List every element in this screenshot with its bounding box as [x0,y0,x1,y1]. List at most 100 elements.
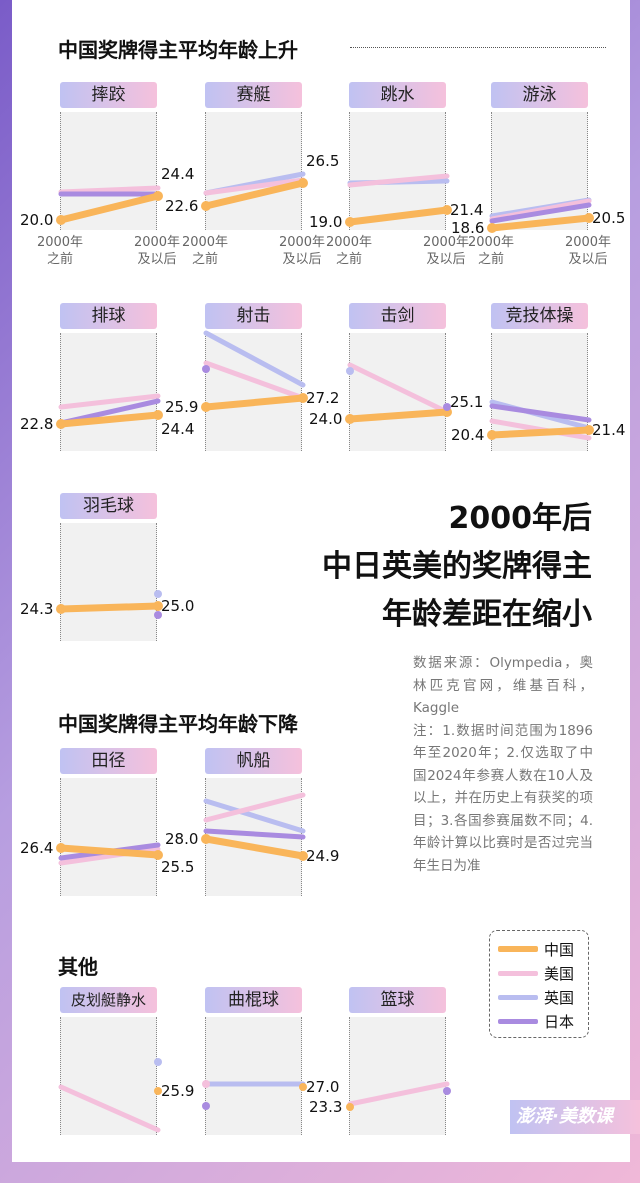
series-line-us [347,362,450,415]
data-point-china [201,402,211,412]
source-notes: 数据来源：Olympedia，奥林匹克官网，维基百科， Kaggle 注：1.数… [413,655,593,874]
data-point-china [442,205,452,215]
series-line-jp [489,403,592,423]
panel-title: 摔跤 [60,82,157,108]
headline-line: 中日英美的奖牌得主 [322,549,592,584]
legend-swatch [498,946,538,952]
panel-title: 跳水 [349,82,446,108]
value-label-after: 20.5 [592,209,626,227]
data-point-china [584,213,594,223]
axis-label: 2000年 及以后 [133,235,181,267]
data-point-china [56,604,66,614]
legend-label: 中国 [544,940,575,959]
panel-title: 田径 [60,748,157,774]
headline-line: 2000年后 [448,501,593,536]
legend-item: 日本 [498,1009,580,1033]
panel-title: 游泳 [491,82,588,108]
value-label-after: 21.4 [592,421,626,439]
panel-title: 篮球 [349,987,446,1013]
data-point-uk [346,367,354,375]
axis-label: 2000年 及以后 [564,235,612,267]
value-label-after: 27.0 [306,1078,340,1096]
value-label-after: 24.9 [306,847,340,865]
panel-title: 排球 [60,303,157,329]
series-line-cn [346,408,451,423]
series-line-us [347,173,450,188]
data-point-china [487,223,497,233]
data-point-china [345,217,355,227]
headline: 2000年后 中日英美的奖牌得主 年龄差距在缩小 [322,495,592,639]
data-point-china [298,178,308,188]
value-label-after: 25.9 [161,1082,195,1100]
panel-plot [58,1017,162,1135]
series-line-cn [57,844,162,859]
value-label-after: 26.5 [306,152,340,170]
value-label-after: 25.5 [161,858,195,876]
divider [350,47,606,48]
data-point-china [201,201,211,211]
series-line-cn [202,179,307,210]
panel-title: 击剑 [349,303,446,329]
data-point-china [298,393,308,403]
data-point-jp [443,403,451,411]
legend-swatch [498,1018,538,1024]
value-label-after: 27.2 [306,389,340,407]
legend-swatch [498,994,538,1000]
series-line-jp [489,202,592,224]
panel-plot [345,112,452,230]
series-line-cn [57,192,162,224]
series-line-cn [488,214,593,232]
value-label-before: 26.4 [20,839,54,857]
series-line-cn [57,602,162,613]
section-title-other: 其他 [58,955,98,979]
value-label-before: 19.0 [309,213,343,231]
value-label-before: 22.6 [165,197,199,215]
series-line-us [203,792,306,823]
data-point-uk [154,590,162,598]
legend-label: 英国 [544,988,575,1007]
series-line-uk [203,798,306,834]
data-point-china [153,410,163,420]
data-point-china [153,191,163,201]
panel-plot [56,112,163,230]
series-line-jp [203,828,306,840]
panel-title: 竞技体操 [491,303,588,329]
data-point-china [487,430,497,440]
data-point-china [201,834,211,844]
series-line-us [347,1081,450,1107]
series-line-cn [202,835,307,860]
data-point-jp [443,1087,451,1095]
data-point-china [584,425,594,435]
panel-plot [201,330,308,451]
value-label-before: 22.8 [20,415,54,433]
panel-plot [487,112,594,233]
data-point-china [56,215,66,225]
value-label-after: 25.1 [450,393,484,411]
data-point-china [56,843,66,853]
panel-plot [345,333,452,451]
data-point-china [56,419,66,429]
value-label-before: 24.0 [309,410,343,428]
section-title-up: 中国奖牌得主平均年龄上升 [58,38,298,62]
value-label-before: 28.0 [165,830,199,848]
panel-title: 羽毛球 [60,493,157,519]
legend-swatch [498,970,538,976]
legend-item: 美国 [498,961,580,985]
data-point-china [298,851,308,861]
value-label-before: 24.3 [20,600,54,618]
data-point-china [345,414,355,424]
panel-plot [56,333,163,451]
axis-label: 2000年 之前 [325,235,373,267]
series-line-cn [346,206,451,226]
data-point-jp [202,1102,210,1110]
panel-plot [201,778,308,896]
value-label-before: 18.6 [451,219,485,237]
panel-plot [201,112,308,230]
value-label-before: 20.0 [20,211,54,229]
panel-title: 射击 [205,303,302,329]
data-point-china [153,850,163,860]
series-line-us [58,1084,161,1133]
panel-title: 赛艇 [205,82,302,108]
panel-title: 帆船 [205,748,302,774]
value-label-after: 24.4 [161,165,195,183]
